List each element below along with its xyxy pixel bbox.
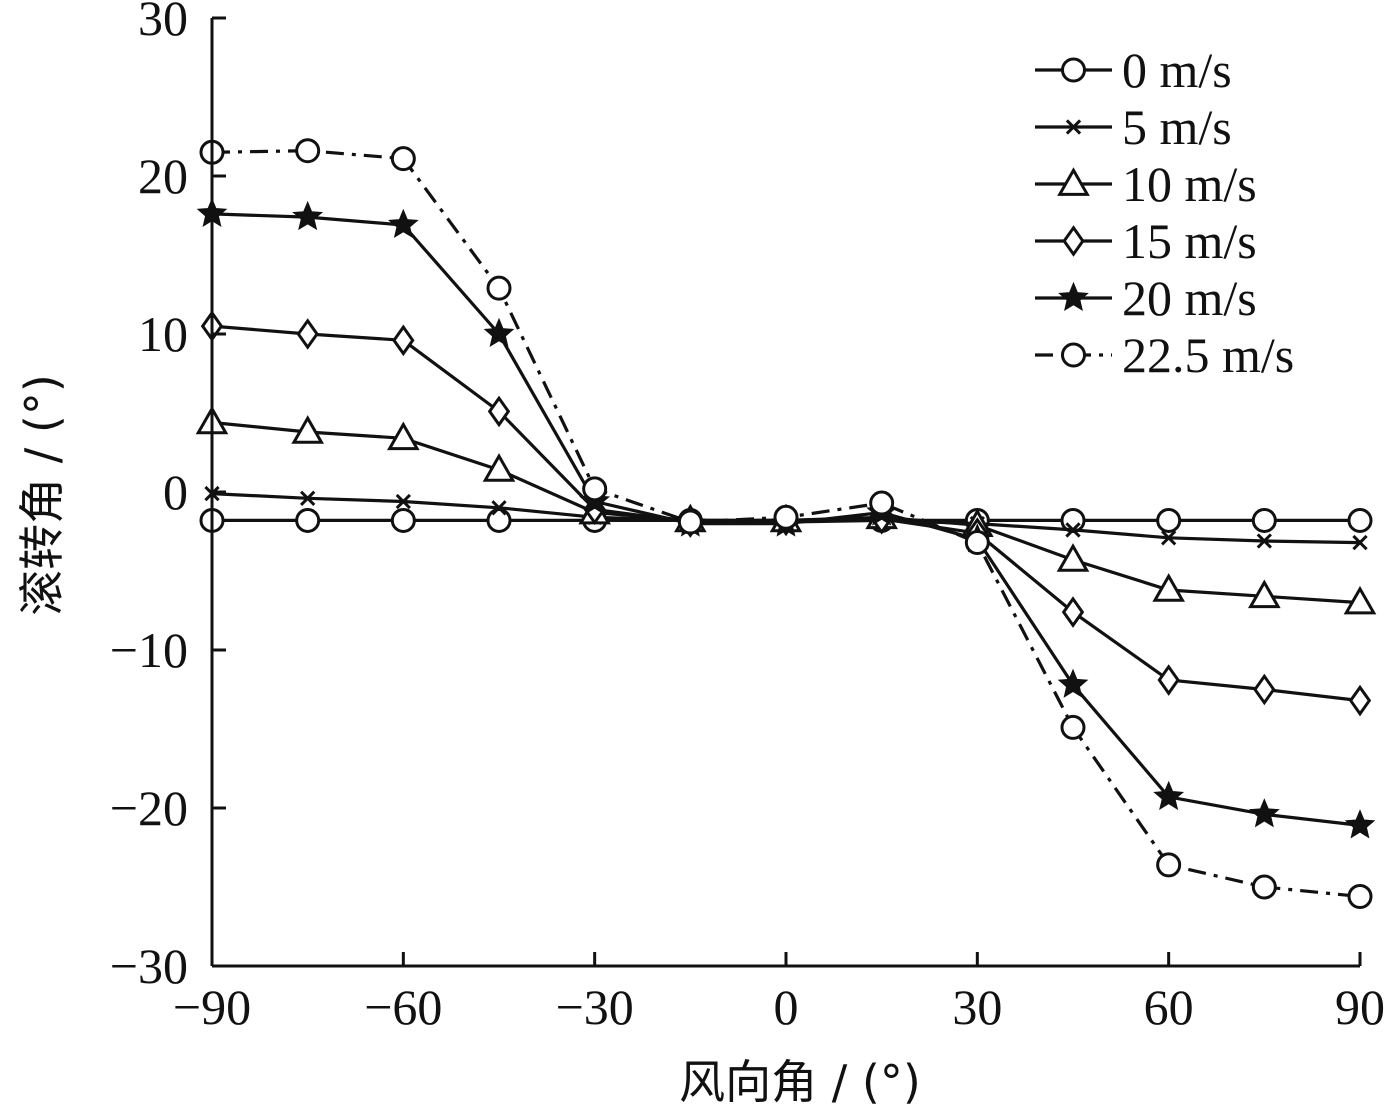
legend-entry: 20 m/s	[1035, 270, 1257, 326]
data-point	[773, 504, 799, 530]
legend: 0 m/s5 m/s10 m/s15 m/s20 m/s22.5 m/s	[1035, 42, 1294, 383]
data-point	[292, 200, 324, 231]
data-point	[1347, 883, 1373, 909]
data-point	[1343, 585, 1377, 615]
data-point	[1058, 281, 1089, 312]
x-tick-label: 30	[952, 979, 1002, 1035]
y-tick-label: −20	[110, 780, 188, 836]
data-point	[1152, 573, 1186, 602]
y-tick-label: 30	[138, 0, 188, 46]
data-point	[1344, 809, 1376, 839]
data-point	[487, 395, 511, 428]
x-axis-label: 风向角 / (°)	[679, 1055, 921, 1109]
data-point	[486, 507, 512, 533]
data-point	[483, 317, 515, 348]
y-tick-label: −10	[110, 622, 188, 678]
legend-label: 15 m/s	[1122, 213, 1257, 269]
data-point	[1153, 780, 1185, 811]
legend-entry: 10 m/s	[1035, 156, 1257, 212]
legend-entry: 0 m/s	[1035, 42, 1232, 98]
data-point	[1347, 507, 1373, 533]
plot-area	[195, 138, 1377, 909]
data-point	[582, 476, 608, 502]
data-point	[677, 509, 703, 535]
data-point	[1256, 533, 1272, 549]
x-tick-label: 60	[1144, 979, 1194, 1035]
data-point	[296, 318, 319, 350]
data-point	[1062, 225, 1085, 257]
data-point	[1060, 714, 1086, 740]
data-point	[390, 507, 416, 533]
data-point	[1057, 668, 1089, 698]
legend-entry: 5 m/s	[1035, 99, 1232, 155]
data-point	[482, 453, 516, 482]
data-point	[1161, 530, 1177, 546]
data-point	[964, 530, 990, 556]
data-point	[1157, 664, 1180, 696]
data-point	[1057, 167, 1090, 196]
x-tick-label: −60	[364, 979, 442, 1035]
data-point	[291, 415, 325, 444]
data-point	[1352, 534, 1368, 551]
legend-entry: 22.5 m/s	[1035, 327, 1294, 383]
data-point	[392, 324, 415, 357]
data-point	[1061, 342, 1086, 368]
data-point	[1065, 119, 1082, 135]
x-tick-label: 0	[774, 979, 799, 1035]
data-point	[1251, 874, 1277, 900]
x-tick-label: 90	[1335, 979, 1385, 1035]
data-point	[295, 138, 321, 164]
axes: −90 −60 −30 0 30 60 90 −30 −20 −10 0 10 20 30	[110, 0, 1385, 1035]
data-point	[1156, 507, 1182, 533]
data-point	[395, 493, 411, 510]
data-point	[295, 507, 321, 533]
y-tick-label: 10	[138, 306, 188, 362]
data-point	[869, 490, 895, 516]
data-point	[387, 208, 419, 239]
x-tick-label: −30	[556, 979, 634, 1035]
data-point	[486, 275, 512, 301]
y-tick-label: −30	[110, 938, 188, 994]
x-tick-label: −90	[173, 979, 251, 1035]
data-point	[1253, 673, 1276, 706]
legend-label: 0 m/s	[1122, 42, 1232, 98]
data-point	[1056, 543, 1090, 572]
data-point	[1251, 507, 1277, 533]
legend-label: 20 m/s	[1122, 270, 1257, 326]
y-tick-label: 20	[138, 148, 188, 204]
legend-label: 5 m/s	[1122, 99, 1232, 155]
y-tick-label: 0	[163, 464, 188, 520]
series	[199, 138, 1373, 909]
legend-entry: 15 m/s	[1035, 213, 1257, 269]
y-axis-label: 滚转角 / (°)	[15, 374, 69, 616]
data-point	[1061, 57, 1086, 83]
data-point	[491, 500, 507, 516]
data-point	[1065, 522, 1081, 538]
legend-label: 22.5 m/s	[1122, 327, 1294, 383]
data-point	[1348, 684, 1372, 717]
data-point	[390, 146, 416, 172]
data-point	[1156, 852, 1182, 878]
data-point	[1061, 596, 1085, 628]
data-point	[300, 490, 316, 506]
data-point	[1247, 579, 1281, 609]
data-point	[386, 421, 420, 451]
data-point	[1248, 798, 1280, 828]
legend-label: 10 m/s	[1122, 156, 1257, 212]
